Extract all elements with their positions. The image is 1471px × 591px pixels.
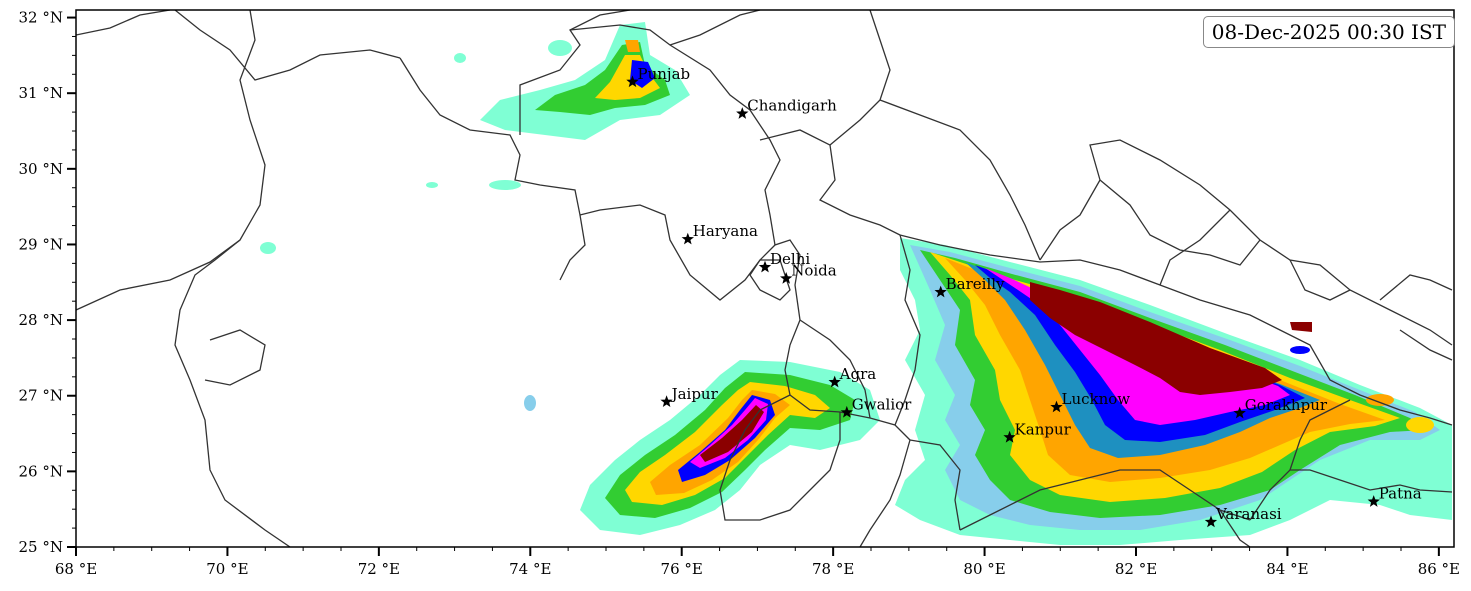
star-icon bbox=[736, 107, 749, 119]
plot-frame bbox=[75, 9, 1455, 548]
plot-area bbox=[76, 10, 1454, 547]
precip-patch bbox=[426, 182, 438, 188]
city-label: Agra bbox=[839, 365, 877, 383]
star-icon bbox=[780, 272, 793, 284]
precip-patch bbox=[524, 395, 536, 411]
city-label: Punjab bbox=[638, 65, 691, 83]
precip-east-maroon bbox=[1030, 282, 1282, 395]
precip-patch bbox=[1406, 417, 1434, 433]
city-marker: Punjab bbox=[626, 65, 691, 88]
x-tick-label: 86 °E bbox=[1418, 560, 1460, 578]
star-icon bbox=[1003, 430, 1016, 443]
star-icon bbox=[681, 232, 694, 245]
star-icon bbox=[1050, 400, 1063, 413]
star-icon bbox=[626, 75, 639, 88]
star-icon bbox=[1367, 495, 1380, 507]
precip-punjab-orange bbox=[625, 40, 640, 52]
y-tick-label: 30 °N bbox=[19, 160, 63, 178]
star-icon bbox=[758, 260, 772, 273]
city-label: Delhi bbox=[770, 250, 810, 268]
city-marker: Kanpur bbox=[1003, 420, 1072, 443]
y-axis: 25 °N 26 °N 27 °N 28 °N 29 °N 30 °N 31 °N 32 °N bbox=[19, 9, 76, 556]
precip-patch bbox=[548, 40, 572, 56]
x-tick-label: 78 °E bbox=[812, 560, 854, 578]
precip-west-maroon bbox=[700, 405, 764, 462]
city-marker: Varanasi bbox=[1204, 505, 1282, 528]
precip-patch bbox=[1290, 346, 1310, 354]
city-label: Gwalior bbox=[852, 395, 912, 413]
city-marker: Delhi bbox=[758, 250, 810, 273]
x-tick-label: 82 °E bbox=[1115, 560, 1157, 578]
city-label: Bareilly bbox=[946, 275, 1005, 293]
precip-east-maroon-2 bbox=[1290, 322, 1312, 332]
x-tick-label: 72 °E bbox=[358, 560, 400, 578]
city-marker: Agra bbox=[828, 365, 877, 388]
y-tick-label: 27 °N bbox=[19, 387, 63, 405]
city-marker: Noida bbox=[780, 262, 837, 284]
city-marker: Haryana bbox=[681, 222, 758, 245]
y-tick-label: 26 °N bbox=[19, 462, 63, 480]
precipitation-field bbox=[260, 22, 1452, 545]
city-label: Haryana bbox=[693, 222, 758, 240]
city-marker: Chandigarh bbox=[736, 97, 837, 119]
star-icon bbox=[828, 375, 841, 388]
star-icon bbox=[840, 405, 853, 418]
city-label: Noida bbox=[791, 262, 837, 280]
city-marker: Patna bbox=[1367, 485, 1422, 507]
city-label: Gorakhpur bbox=[1245, 396, 1328, 414]
city-label: Patna bbox=[1379, 485, 1422, 503]
x-tick-label: 80 °E bbox=[963, 560, 1005, 578]
y-tick-label: 31 °N bbox=[19, 84, 63, 102]
x-tick-label: 74 °E bbox=[509, 560, 551, 578]
precip-patch bbox=[1432, 505, 1448, 515]
city-marker: Gorakhpur bbox=[1233, 396, 1328, 419]
timestamp-label: 08-Dec-2025 00:30 IST bbox=[1202, 16, 1455, 48]
city-label: Chandigarh bbox=[747, 97, 837, 115]
city-label: Jaipur bbox=[670, 385, 719, 403]
x-tick-label: 68 °E bbox=[55, 560, 97, 578]
city-marker: Gwalior bbox=[840, 395, 912, 418]
city-label: Lucknow bbox=[1062, 390, 1131, 408]
city-label: Kanpur bbox=[1015, 420, 1072, 438]
star-icon bbox=[934, 285, 947, 298]
star-icon bbox=[1233, 406, 1246, 419]
city-marker: Jaipur bbox=[660, 385, 719, 407]
city-marker: Lucknow bbox=[1050, 390, 1131, 413]
x-tick-label: 84 °E bbox=[1266, 560, 1308, 578]
city-label: Varanasi bbox=[1215, 505, 1282, 523]
precip-patch bbox=[1366, 394, 1394, 406]
y-tick-label: 28 °N bbox=[19, 311, 63, 329]
x-axis: 68 °E 70 °E 72 °E 74 °E 76 °E 78 °E 80 °E 82 °E… bbox=[55, 547, 1460, 578]
precip-patch bbox=[489, 180, 521, 190]
star-icon bbox=[1204, 515, 1218, 528]
city-marker: Bareilly bbox=[934, 275, 1005, 298]
precip-patch bbox=[454, 53, 466, 63]
x-tick-label: 76 °E bbox=[661, 560, 703, 578]
y-tick-label: 29 °N bbox=[19, 235, 63, 253]
y-tick-label: 25 °N bbox=[19, 538, 63, 556]
precip-patch bbox=[260, 242, 276, 254]
star-icon bbox=[660, 395, 673, 407]
x-tick-label: 70 °E bbox=[206, 560, 248, 578]
y-tick-label: 32 °N bbox=[19, 9, 63, 27]
admin-boundaries bbox=[76, 10, 1453, 547]
